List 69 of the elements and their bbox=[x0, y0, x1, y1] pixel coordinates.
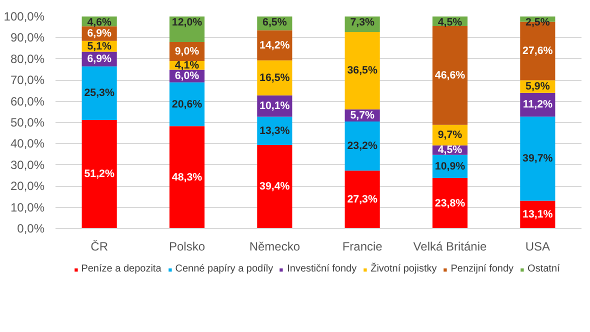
bar bbox=[432, 26, 468, 125]
legend-label: Životní pojistky bbox=[370, 264, 437, 274]
data-label: 9,0% bbox=[174, 45, 200, 58]
data-label: 13,1% bbox=[522, 208, 554, 221]
y-tick-label: 10,0% bbox=[10, 200, 45, 214]
y-tick-label: 50,0% bbox=[10, 116, 45, 130]
data-label: 2,5% bbox=[526, 16, 550, 28]
data-label: 4,1% bbox=[174, 59, 200, 72]
data-label: 11,2% bbox=[522, 98, 554, 111]
x-tick-label: Velká Británie bbox=[413, 240, 488, 254]
x-tick-label: Německo bbox=[249, 240, 300, 254]
y-tick-label: 20,0% bbox=[10, 179, 45, 194]
y-tick-label: 100,0% bbox=[4, 10, 45, 24]
data-label: 4,5% bbox=[438, 144, 463, 156]
data-label: 23,2% bbox=[347, 140, 378, 152]
y-tick-label: 40,0% bbox=[10, 136, 45, 151]
data-label: 25,3% bbox=[84, 87, 115, 100]
data-label: 46,6% bbox=[434, 69, 466, 82]
data-label: 27,6% bbox=[522, 45, 554, 58]
data-label: 16,5% bbox=[260, 72, 290, 84]
data-label: 10,9% bbox=[434, 160, 466, 172]
y-tick-label: 80,0% bbox=[10, 52, 45, 66]
x-tick-label: Francie bbox=[342, 240, 383, 254]
data-label: 39,4% bbox=[260, 180, 290, 193]
y-tick-label: 60,0% bbox=[10, 94, 45, 108]
y-tick-label: 0,0% bbox=[17, 222, 45, 236]
legend-label: Penzijní fondy bbox=[450, 264, 514, 274]
data-label: 9,7% bbox=[438, 129, 463, 142]
bar bbox=[344, 121, 380, 171]
data-label: 13,3% bbox=[260, 124, 290, 137]
legend-label: Investiční fondy bbox=[287, 264, 357, 274]
data-label: 6,5% bbox=[262, 16, 288, 28]
data-label: 12,0% bbox=[172, 16, 203, 28]
data-label: 6,0% bbox=[174, 70, 200, 82]
bar bbox=[82, 66, 117, 120]
data-label: 36,5% bbox=[347, 64, 378, 77]
bar bbox=[82, 120, 117, 228]
data-label: 23,8% bbox=[434, 197, 466, 210]
y-tick-label: 90,0% bbox=[10, 30, 45, 45]
data-label: 51,2% bbox=[84, 168, 115, 180]
legend-label: Peníze a depozita bbox=[81, 264, 162, 274]
bar bbox=[432, 178, 468, 228]
data-label: 5,7% bbox=[350, 109, 376, 122]
bar bbox=[520, 116, 556, 201]
data-label: 39,7% bbox=[522, 152, 554, 165]
data-label: 48,3% bbox=[172, 171, 203, 184]
data-label: 4,6% bbox=[87, 16, 112, 28]
data-label: 7,3% bbox=[350, 16, 376, 28]
data-label: 5,9% bbox=[526, 80, 550, 93]
bar bbox=[344, 32, 380, 110]
data-label: 27,3% bbox=[347, 194, 378, 206]
data-label: 5,1% bbox=[87, 40, 112, 52]
bar bbox=[169, 82, 205, 126]
data-label: 6,9% bbox=[87, 28, 112, 40]
data-label: 6,9% bbox=[87, 53, 112, 66]
bar bbox=[344, 170, 380, 228]
x-tick-label: Polsko bbox=[168, 240, 206, 254]
data-label: 14,2% bbox=[260, 39, 290, 52]
legend-label: Cenné papíry a podíly bbox=[175, 264, 274, 274]
x-tick-label: USA bbox=[525, 240, 550, 254]
data-label: 10,1% bbox=[260, 100, 290, 112]
bar bbox=[169, 126, 205, 228]
data-label: 4,5% bbox=[438, 16, 463, 28]
legend-label: Ostatní bbox=[528, 264, 560, 274]
x-tick-label: ČR bbox=[90, 240, 108, 254]
y-tick-label: 70,0% bbox=[10, 73, 45, 88]
bar bbox=[257, 144, 292, 228]
data-label: 20,6% bbox=[172, 98, 203, 110]
y-tick-label: 30,0% bbox=[10, 158, 45, 172]
